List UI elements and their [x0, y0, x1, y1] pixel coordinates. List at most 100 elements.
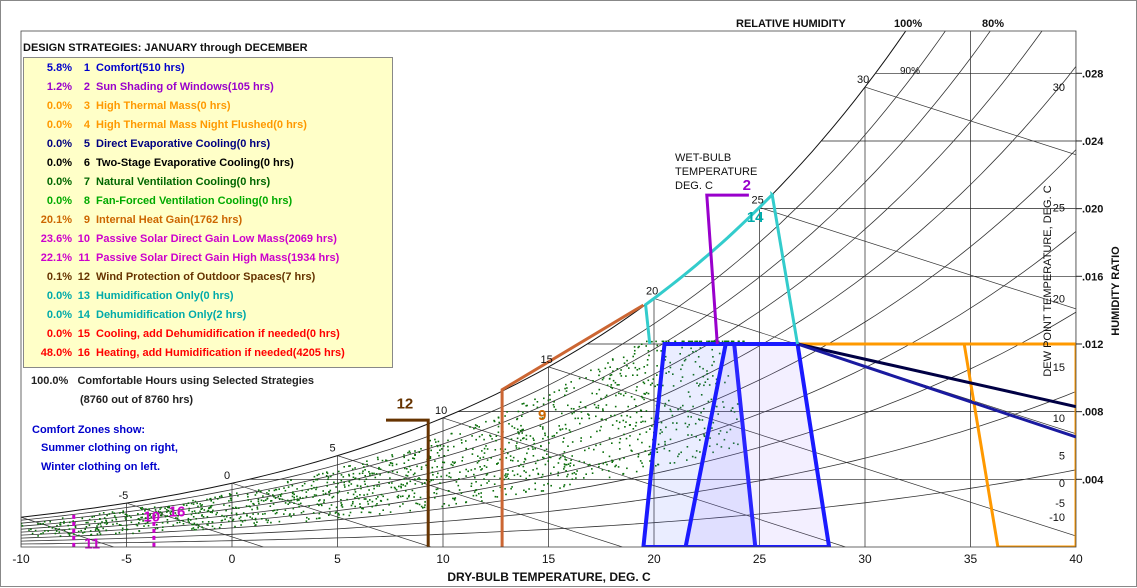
data-point [510, 488, 512, 490]
data-point [116, 523, 118, 525]
data-point [403, 478, 405, 480]
data-point [555, 409, 557, 411]
data-point [240, 516, 242, 518]
data-point [498, 426, 500, 428]
data-point [641, 343, 643, 345]
data-point [359, 494, 361, 496]
data-point [435, 441, 437, 443]
data-point [564, 466, 566, 468]
data-point [472, 453, 474, 455]
data-point [553, 435, 555, 437]
data-point [713, 341, 715, 343]
data-point [444, 462, 446, 464]
data-point [564, 456, 566, 458]
data-point [458, 485, 460, 487]
data-point [623, 434, 625, 436]
data-point [402, 503, 404, 505]
data-point [338, 514, 340, 516]
data-point [122, 510, 124, 512]
data-point [544, 433, 546, 435]
y-tick-label: .024 [1082, 136, 1104, 148]
data-point [221, 520, 223, 522]
data-point [655, 341, 657, 343]
data-point [733, 341, 735, 343]
data-point [349, 465, 351, 467]
data-point [439, 449, 441, 451]
data-point [313, 481, 315, 483]
data-point [359, 473, 361, 475]
data-point [588, 464, 590, 466]
data-point [605, 368, 607, 370]
data-point [280, 495, 282, 497]
data-point [625, 392, 627, 394]
data-point [494, 476, 496, 478]
data-point [333, 482, 335, 484]
data-point [307, 489, 309, 491]
data-point [363, 494, 365, 496]
data-point [479, 457, 481, 459]
zone-label: 9 [538, 407, 546, 424]
data-point [195, 518, 197, 520]
data-point [609, 378, 611, 380]
data-point [629, 424, 631, 426]
y-tick-label: .016 [1082, 271, 1103, 283]
data-point [274, 510, 276, 512]
data-point [636, 390, 638, 392]
data-point [364, 475, 366, 477]
data-point [637, 439, 639, 441]
data-point [215, 514, 217, 516]
data-point [254, 525, 256, 527]
data-point [635, 425, 637, 427]
dewpoint-tick-label: 20 [1053, 293, 1065, 305]
data-point [543, 484, 545, 486]
data-point [10, 522, 12, 524]
data-point [353, 494, 355, 496]
data-point [64, 530, 66, 532]
data-point [293, 499, 295, 501]
data-point [56, 525, 58, 527]
data-point [421, 483, 423, 485]
data-point [518, 411, 520, 413]
data-point [430, 450, 432, 452]
data-point [682, 341, 684, 343]
data-point [376, 473, 378, 475]
data-point [210, 511, 212, 513]
data-point [167, 522, 169, 524]
data-point [335, 512, 337, 514]
data-point [352, 468, 354, 470]
data-point [249, 506, 251, 508]
data-point [126, 516, 128, 518]
data-point [623, 357, 625, 359]
data-point [443, 445, 445, 447]
data-point [590, 370, 592, 372]
data-point [343, 514, 345, 516]
data-point [566, 387, 568, 389]
data-point [40, 533, 42, 535]
data-point [329, 508, 331, 510]
data-point [114, 512, 116, 514]
data-point [634, 353, 636, 355]
data-point [545, 464, 547, 466]
data-point [419, 479, 421, 481]
data-point [119, 532, 121, 534]
legend-label: Passive Solar Direct Gain Low Mass(2069 … [96, 233, 337, 245]
data-point [260, 491, 262, 493]
data-point [639, 368, 641, 370]
wetbulb-tick-label: 15 [541, 354, 553, 366]
data-point [646, 410, 648, 412]
legend-label: Direct Evaporative Cooling(0 hrs) [96, 138, 270, 150]
data-point [438, 441, 440, 443]
data-point [657, 345, 659, 347]
legend-label: High Thermal Mass Night Flushed(0 hrs) [96, 119, 307, 131]
data-point [561, 413, 563, 415]
data-point [369, 499, 371, 501]
data-point [100, 523, 102, 525]
data-point [306, 517, 308, 519]
data-point [285, 502, 287, 504]
data-point [424, 482, 426, 484]
data-point [612, 388, 614, 390]
wetbulb-title: WET-BULB [675, 152, 731, 164]
data-point [517, 429, 519, 431]
data-point [616, 420, 618, 422]
